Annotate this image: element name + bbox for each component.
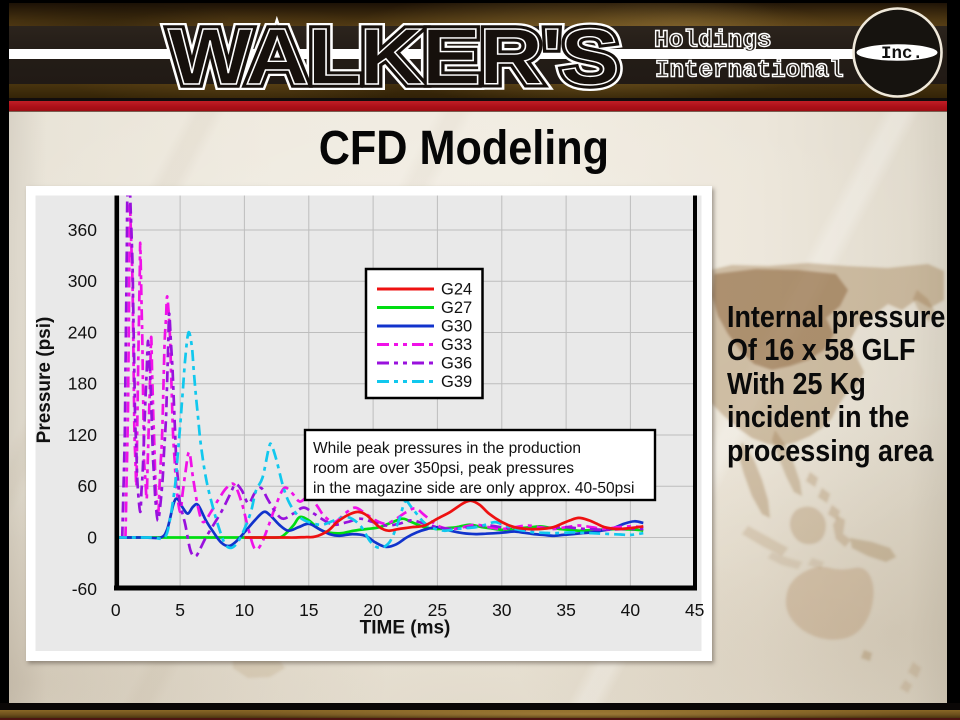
- svg-text:in the magazine side are only: in the magazine side are only approx. 40…: [313, 480, 634, 497]
- svg-text:G39: G39: [441, 373, 472, 391]
- svg-text:180: 180: [68, 374, 97, 394]
- svg-text:45: 45: [685, 600, 704, 620]
- svg-text:While peak pressures in the pr: While peak pressures in the production: [313, 440, 581, 457]
- svg-text:25: 25: [428, 600, 447, 620]
- svg-text:60: 60: [78, 476, 98, 496]
- svg-text:G24: G24: [441, 281, 472, 299]
- svg-text:TIME (ms): TIME (ms): [360, 618, 451, 639]
- svg-text:40: 40: [621, 600, 641, 620]
- svg-text:International: International: [655, 58, 844, 85]
- svg-text:0: 0: [87, 528, 97, 548]
- svg-text:240: 240: [68, 323, 97, 343]
- svg-text:-60: -60: [72, 579, 98, 599]
- svg-text:G36: G36: [441, 355, 472, 373]
- svg-text:120: 120: [68, 425, 97, 445]
- svg-text:10: 10: [235, 600, 255, 620]
- svg-text:15: 15: [299, 600, 318, 620]
- svg-text:WALKER'S: WALKER'S: [168, 11, 617, 101]
- svg-text:G33: G33: [441, 336, 472, 354]
- svg-text:WALKER'S: WALKER'S: [168, 11, 617, 101]
- svg-text:20: 20: [363, 600, 383, 620]
- svg-text:30: 30: [492, 600, 512, 620]
- svg-text:WALKER'S: WALKER'S: [168, 11, 617, 101]
- svg-text:G27: G27: [441, 299, 472, 317]
- svg-text:G30: G30: [441, 318, 472, 336]
- svg-text:Pressure (psi): Pressure (psi): [34, 317, 55, 444]
- svg-text:0: 0: [111, 600, 121, 620]
- svg-text:35: 35: [556, 600, 575, 620]
- svg-text:Holdings: Holdings: [654, 28, 772, 55]
- svg-text:Inc.: Inc.: [881, 44, 923, 64]
- svg-text:300: 300: [68, 271, 97, 291]
- svg-text:room are over 350psi, peak pre: room are over 350psi, peak pressures: [313, 460, 574, 477]
- svg-text:5: 5: [175, 600, 185, 620]
- svg-text:360: 360: [68, 220, 97, 240]
